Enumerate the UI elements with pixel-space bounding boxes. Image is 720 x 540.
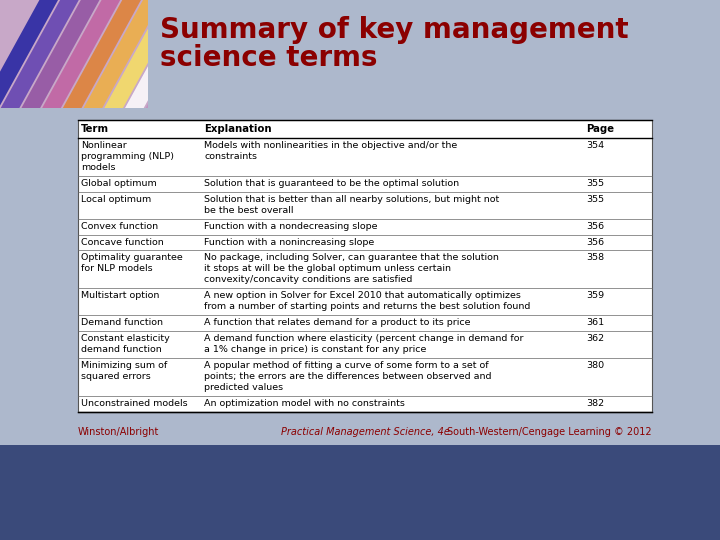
Text: A new option in Solver for Excel 2010 that automatically optimizes
from a number: A new option in Solver for Excel 2010 th…	[204, 292, 531, 311]
Text: Concave function: Concave function	[81, 238, 163, 247]
Text: 356: 356	[586, 222, 604, 231]
Text: Term: Term	[81, 124, 109, 134]
Text: Solution that is guaranteed to be the optimal solution: Solution that is guaranteed to be the op…	[204, 179, 459, 188]
Polygon shape	[104, 0, 182, 108]
Text: Convex function: Convex function	[81, 222, 158, 231]
Text: Winston/Albright: Winston/Albright	[78, 427, 159, 437]
Text: science terms: science terms	[160, 44, 377, 72]
Text: 358: 358	[586, 253, 604, 262]
Text: Explanation: Explanation	[204, 124, 272, 134]
Text: 354: 354	[586, 141, 604, 150]
Text: Solution that is better than all nearby solutions, but might not
be the best ove: Solution that is better than all nearby …	[204, 195, 500, 215]
Text: Multistart option: Multistart option	[81, 292, 159, 300]
Polygon shape	[145, 0, 224, 108]
Text: Nonlinear
programming (NLP)
models: Nonlinear programming (NLP) models	[81, 141, 174, 172]
Text: 355: 355	[586, 179, 604, 188]
Text: 356: 356	[586, 238, 604, 247]
Bar	[78, 120, 652, 412]
Text: Optimality guarantee
for NLP models: Optimality guarantee for NLP models	[81, 253, 183, 273]
Bar	[0, 445, 720, 540]
Text: Constant elasticity
demand function: Constant elasticity demand function	[81, 334, 170, 354]
Text: Function with a nondecreasing slope: Function with a nondecreasing slope	[204, 222, 378, 231]
Text: 355: 355	[586, 195, 604, 204]
Polygon shape	[22, 0, 99, 108]
Text: Demand function: Demand function	[81, 319, 163, 327]
Text: Page: Page	[586, 124, 614, 134]
Text: Models with nonlinearities in the objective and/or the
constraints: Models with nonlinearities in the object…	[204, 141, 458, 161]
Text: A demand function where elasticity (percent change in demand for
a 1% change in : A demand function where elasticity (perc…	[204, 334, 524, 354]
Text: 362: 362	[586, 334, 604, 343]
Text: Function with a nonincreasing slope: Function with a nonincreasing slope	[204, 238, 374, 247]
Text: 361: 361	[586, 319, 604, 327]
Polygon shape	[63, 0, 141, 108]
Text: A popular method of fitting a curve of some form to a set of
points; the errors : A popular method of fitting a curve of s…	[204, 361, 492, 392]
Text: Global optimum: Global optimum	[81, 179, 157, 188]
Polygon shape	[84, 0, 162, 108]
Text: 382: 382	[586, 400, 604, 408]
Polygon shape	[1, 0, 78, 108]
Text: 359: 359	[586, 292, 604, 300]
Text: 380: 380	[586, 361, 604, 370]
Text: An optimization model with no constraints: An optimization model with no constraint…	[204, 400, 405, 408]
Text: Practical Management Science, 4e: Practical Management Science, 4e	[281, 427, 449, 437]
Polygon shape	[166, 0, 245, 108]
Text: A function that relates demand for a product to its price: A function that relates demand for a pro…	[204, 319, 471, 327]
Polygon shape	[42, 0, 120, 108]
Polygon shape	[125, 0, 203, 108]
Text: Summary of key management: Summary of key management	[160, 16, 629, 44]
Text: Minimizing sum of
squared errors: Minimizing sum of squared errors	[81, 361, 167, 381]
Text: Unconstrained models: Unconstrained models	[81, 400, 188, 408]
Bar	[0, 0, 148, 108]
Text: Local optimum: Local optimum	[81, 195, 151, 204]
Polygon shape	[0, 0, 58, 108]
Text: South-Western/Cengage Learning © 2012: South-Western/Cengage Learning © 2012	[447, 427, 652, 437]
Text: No package, including Solver, can guarantee that the solution
it stops at will b: No package, including Solver, can guaran…	[204, 253, 499, 284]
